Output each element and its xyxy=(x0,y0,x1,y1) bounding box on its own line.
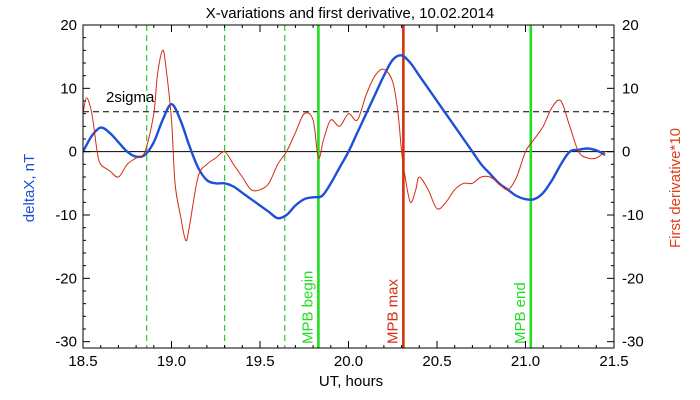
y-tick-label-left: 20 xyxy=(60,17,77,34)
y-tick-label-left: -30 xyxy=(55,334,77,351)
vline-label-mpb-max: MPB max xyxy=(384,278,401,344)
plot-data-group xyxy=(83,25,614,348)
plot-area: MPB begin MPB max MPB end 18.5 19.0 19.5 20.0 2… xyxy=(55,17,643,370)
x-tick-label: 18.5 xyxy=(68,353,97,370)
vline-label-mpb-end: MPB end xyxy=(512,282,529,344)
plot-frame xyxy=(82,24,615,349)
x-tick-label: 21.0 xyxy=(511,353,540,370)
y-tick-label-right: 10 xyxy=(622,80,639,97)
y-tick-label-right: -30 xyxy=(622,334,644,351)
y-tick-label-right: -10 xyxy=(622,207,644,224)
sigma-label: 2sigma xyxy=(106,89,155,106)
y-axis-label-left: deltaX, nT xyxy=(21,154,38,222)
y-tick-label-left: 10 xyxy=(60,80,77,97)
vline-label-mpb-begin: MPB begin xyxy=(299,271,316,344)
y-tick-label-right: 0 xyxy=(622,144,630,161)
series-line-deltaX xyxy=(83,54,606,220)
y-tick-label-right: -20 xyxy=(622,270,644,287)
y-tick-label-left: -10 xyxy=(55,207,77,224)
x-tick-label: 20.0 xyxy=(334,353,363,370)
x-tick-label: 20.5 xyxy=(422,353,451,370)
x-tick-label: 19.0 xyxy=(157,353,186,370)
y-axis-label-right: First derivative*10 xyxy=(667,128,684,248)
x-axis-label: UT, hours xyxy=(319,373,383,390)
y-tick-label-right: 20 xyxy=(622,17,639,34)
series-line-derivative xyxy=(83,49,606,242)
y-tick-label-left: -20 xyxy=(55,270,77,287)
y-tick-label-left: 0 xyxy=(69,144,77,161)
x-tick-label: 19.5 xyxy=(245,353,274,370)
chart-title: X-variations and first derivative, 10.02… xyxy=(206,5,495,22)
x-tick-label: 21.5 xyxy=(599,353,628,370)
